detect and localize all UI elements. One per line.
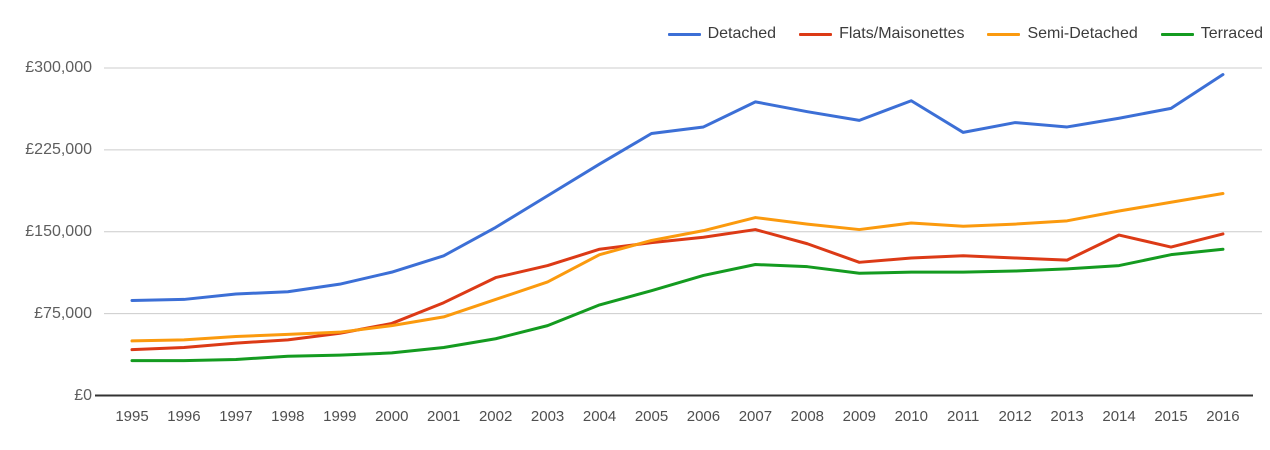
- y-tick-label: £75,000: [34, 304, 92, 322]
- flats-line-swatch-icon: [799, 32, 833, 36]
- x-tick-label: 2003: [530, 408, 565, 425]
- legend-label: Detached: [707, 25, 777, 42]
- legend-label: Semi-Detached: [1027, 25, 1138, 42]
- x-tick-label: 2007: [738, 408, 773, 425]
- x-tick-label: 1998: [271, 408, 305, 425]
- legend: Detached Flats/Maisonettes Semi-Detached…: [667, 25, 1263, 43]
- x-tick-label: 2011: [947, 408, 980, 425]
- y-tick-label: £300,000: [25, 59, 92, 76]
- x-tick-label: 1995: [115, 408, 149, 425]
- legend-item-semi-detached: Semi-Detached: [987, 25, 1138, 43]
- detached-line-swatch-icon: [667, 32, 701, 36]
- x-tick-label: 1997: [219, 408, 253, 425]
- x-tick-label: 2012: [998, 408, 1032, 425]
- y-tick-label: £150,000: [25, 222, 92, 240]
- x-tick-label: 2014: [1102, 408, 1136, 425]
- semi-detached-line-swatch-icon: [987, 32, 1021, 36]
- x-tick-label: 1999: [323, 408, 357, 425]
- x-tick-label: 1996: [167, 408, 201, 425]
- x-tick-label: 2009: [842, 408, 876, 425]
- legend-item-flats-maisonettes: Flats/Maisonettes: [799, 25, 964, 43]
- legend-label: Terraced: [1200, 25, 1263, 42]
- series-line-terraced: [130, 247, 1225, 363]
- x-tick-label: 2016: [1206, 408, 1240, 425]
- legend-item-detached: Detached: [667, 25, 777, 43]
- x-tick-label: 2001: [427, 408, 461, 425]
- series-line-detached: [130, 73, 1225, 303]
- terraced-line-swatch-icon: [1160, 32, 1194, 36]
- y-tick-label: £0: [74, 386, 92, 404]
- x-tick-label: 2015: [1154, 408, 1188, 425]
- x-tick-label: 2006: [686, 408, 721, 425]
- y-tick-label: £225,000: [25, 140, 92, 158]
- series-line-flats-maisonettes: [130, 228, 1225, 352]
- x-tick-label: 2005: [634, 408, 669, 425]
- x-tick-label: 2002: [478, 408, 513, 425]
- series-line-semi-detached: [130, 192, 1225, 343]
- x-tick-label: 2004: [582, 408, 617, 425]
- legend-item-terraced: Terraced: [1160, 25, 1263, 43]
- x-tick-label: 2000: [375, 408, 409, 425]
- x-tick-label: 2013: [1050, 408, 1084, 425]
- x-tick-label: 2010: [894, 408, 928, 425]
- x-tick-label: 2008: [790, 408, 825, 425]
- legend-label: Flats/Maisonettes: [839, 25, 965, 42]
